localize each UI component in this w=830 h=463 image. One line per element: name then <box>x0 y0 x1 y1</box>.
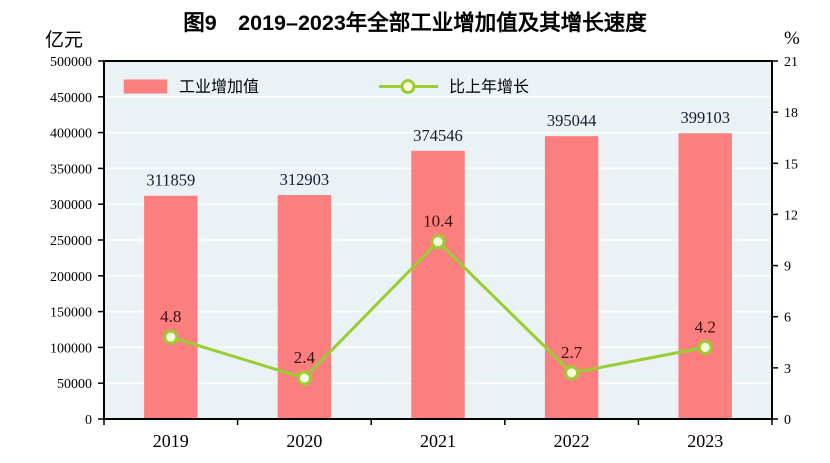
svg-text:12: 12 <box>784 208 798 223</box>
svg-text:395044: 395044 <box>547 111 597 130</box>
svg-text:311859: 311859 <box>146 171 195 190</box>
svg-text:312903: 312903 <box>280 170 330 189</box>
svg-text:0: 0 <box>784 413 791 428</box>
svg-text:400000: 400000 <box>50 127 92 142</box>
svg-text:9: 9 <box>784 260 791 275</box>
svg-text:18: 18 <box>784 106 798 121</box>
svg-text:3: 3 <box>784 362 791 377</box>
svg-text:250000: 250000 <box>50 234 92 249</box>
svg-text:2023: 2023 <box>687 431 723 451</box>
svg-text:100000: 100000 <box>50 341 92 356</box>
svg-text:工业增加值: 工业增加值 <box>179 78 259 96</box>
svg-text:比上年增长: 比上年增长 <box>449 78 529 96</box>
svg-text:2019: 2019 <box>153 431 189 451</box>
svg-text:300000: 300000 <box>50 198 92 213</box>
svg-text:500000: 500000 <box>50 55 92 70</box>
svg-text:374546: 374546 <box>413 126 463 145</box>
svg-text:2021: 2021 <box>420 431 456 451</box>
svg-text:15: 15 <box>784 157 798 172</box>
svg-text:350000: 350000 <box>50 162 92 177</box>
svg-text:200000: 200000 <box>50 270 92 285</box>
svg-text:2.7: 2.7 <box>561 343 583 362</box>
svg-text:4.8: 4.8 <box>160 307 181 326</box>
svg-text:2.4: 2.4 <box>294 348 316 367</box>
svg-text:150000: 150000 <box>50 306 92 321</box>
svg-text:21: 21 <box>784 55 798 70</box>
svg-text:6: 6 <box>784 311 791 326</box>
svg-text:2020: 2020 <box>286 431 322 451</box>
svg-text:0: 0 <box>85 413 92 428</box>
svg-text:399103: 399103 <box>680 108 730 127</box>
svg-text:50000: 50000 <box>57 377 92 392</box>
svg-text:450000: 450000 <box>50 91 92 106</box>
svg-text:4.2: 4.2 <box>695 317 716 336</box>
svg-text:2022: 2022 <box>554 431 590 451</box>
svg-text:10.4: 10.4 <box>423 212 453 231</box>
